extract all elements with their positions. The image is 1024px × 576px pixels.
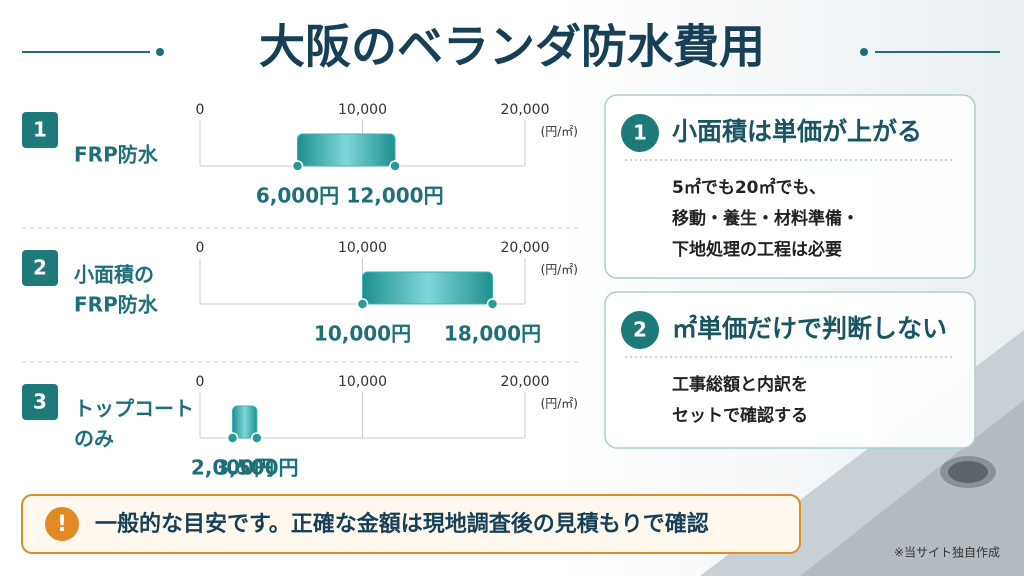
card-line: 工事総額と内訳を xyxy=(672,374,808,395)
card-number: 2 xyxy=(633,318,647,342)
unit: (円/㎡) xyxy=(541,263,578,277)
tick-label: 0 xyxy=(196,240,205,256)
number: 3 xyxy=(33,390,47,414)
unit: (円/㎡) xyxy=(541,397,578,411)
number: 1 xyxy=(33,118,47,142)
notice-icon: ! xyxy=(57,512,67,537)
range-end xyxy=(291,160,304,172)
unit: (円/㎡) xyxy=(541,125,578,139)
tick-label: 10,000 xyxy=(338,374,387,390)
range-end xyxy=(486,298,499,310)
row-label: のみ xyxy=(74,427,114,451)
card-badge xyxy=(621,114,659,152)
value-label: 6,000円 xyxy=(256,184,339,208)
card-line: セットで確認する xyxy=(672,405,808,426)
tick-label: 20,000 xyxy=(501,240,550,256)
tick-label: 10,000 xyxy=(338,102,387,118)
number-badge xyxy=(22,112,58,148)
range-end xyxy=(389,160,401,172)
title-dot xyxy=(860,48,868,56)
card-title: 小面積は単価が上がる xyxy=(672,117,922,146)
number-badge xyxy=(22,384,58,420)
tick-label: 10,000 xyxy=(338,240,387,256)
row-label: トップコート xyxy=(74,397,194,421)
footnote: ※当サイト独自作成 xyxy=(894,546,1000,560)
notice-text: 一般的な目安です。正確な金額は現地調査後の見積もりで確認 xyxy=(95,511,709,537)
card-number: 1 xyxy=(633,121,647,145)
title-dot xyxy=(156,48,164,56)
row-label: FRP防水 xyxy=(74,293,159,317)
tick-label: 0 xyxy=(196,374,205,390)
value-label: 3,500円 xyxy=(215,456,298,480)
tick-label: 0 xyxy=(196,102,205,118)
range-end xyxy=(251,432,263,444)
range-end xyxy=(356,298,369,310)
card-line: 5㎡でも20㎡でも、 xyxy=(672,177,826,198)
title: 大阪のベランダ防水費用 xyxy=(259,20,765,74)
tick-label: 20,000 xyxy=(501,102,550,118)
row-label: FRP防水 xyxy=(74,143,159,167)
card xyxy=(604,94,976,279)
row-label: 小面積の xyxy=(74,263,154,287)
value-label: 10,000円 xyxy=(314,322,411,346)
number-badge xyxy=(22,250,58,286)
card-title: ㎡単価だけで判断しない xyxy=(672,314,947,343)
number: 2 xyxy=(33,256,47,280)
value-label: 2,000円 xyxy=(191,456,274,480)
range-bar xyxy=(362,271,493,305)
value-label: 12,000円 xyxy=(346,184,443,208)
value-label: 18,000円 xyxy=(444,322,541,346)
range-end xyxy=(226,432,239,444)
card-line: 下地処理の工程は必要 xyxy=(672,239,842,260)
tick-label: 20,000 xyxy=(501,374,550,390)
range-bar xyxy=(297,133,396,167)
card-badge xyxy=(621,311,659,349)
card xyxy=(604,291,976,449)
range-bar xyxy=(232,405,258,439)
notice-box xyxy=(21,494,801,554)
drain-inner xyxy=(948,461,988,483)
card-line: 移動・養生・材料準備・ xyxy=(672,208,859,229)
notice-icon-bg xyxy=(45,507,79,541)
